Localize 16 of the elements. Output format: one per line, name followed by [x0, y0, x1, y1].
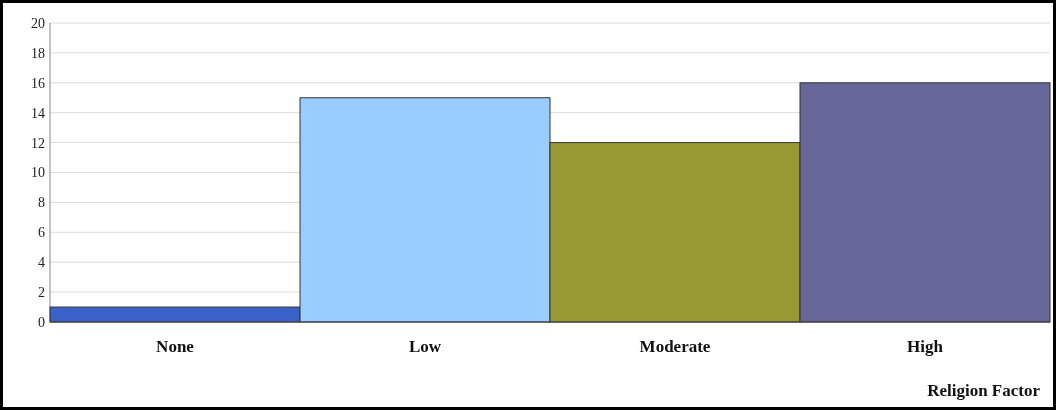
x-tick-label: High [907, 337, 944, 356]
y-tick-label: 6 [38, 225, 45, 241]
y-tick-label: 14 [31, 105, 45, 121]
x-tick-label: None [156, 337, 195, 356]
x-axis-title: Religion Factor [927, 381, 1041, 400]
y-tick-label: 12 [31, 135, 45, 151]
y-tick-label: 2 [38, 285, 45, 300]
x-tick-label: Moderate [639, 337, 711, 356]
y-tick-label: 18 [31, 45, 45, 61]
x-tick-label: Low [408, 337, 442, 356]
y-tick-label: 0 [38, 314, 45, 330]
y-tick-label: 16 [31, 75, 45, 91]
y-tick-label: 10 [31, 165, 45, 181]
y-tick-label: 8 [38, 195, 45, 211]
y-tick-label: 20 [31, 15, 45, 31]
y-tick-label: 4 [38, 255, 45, 271]
